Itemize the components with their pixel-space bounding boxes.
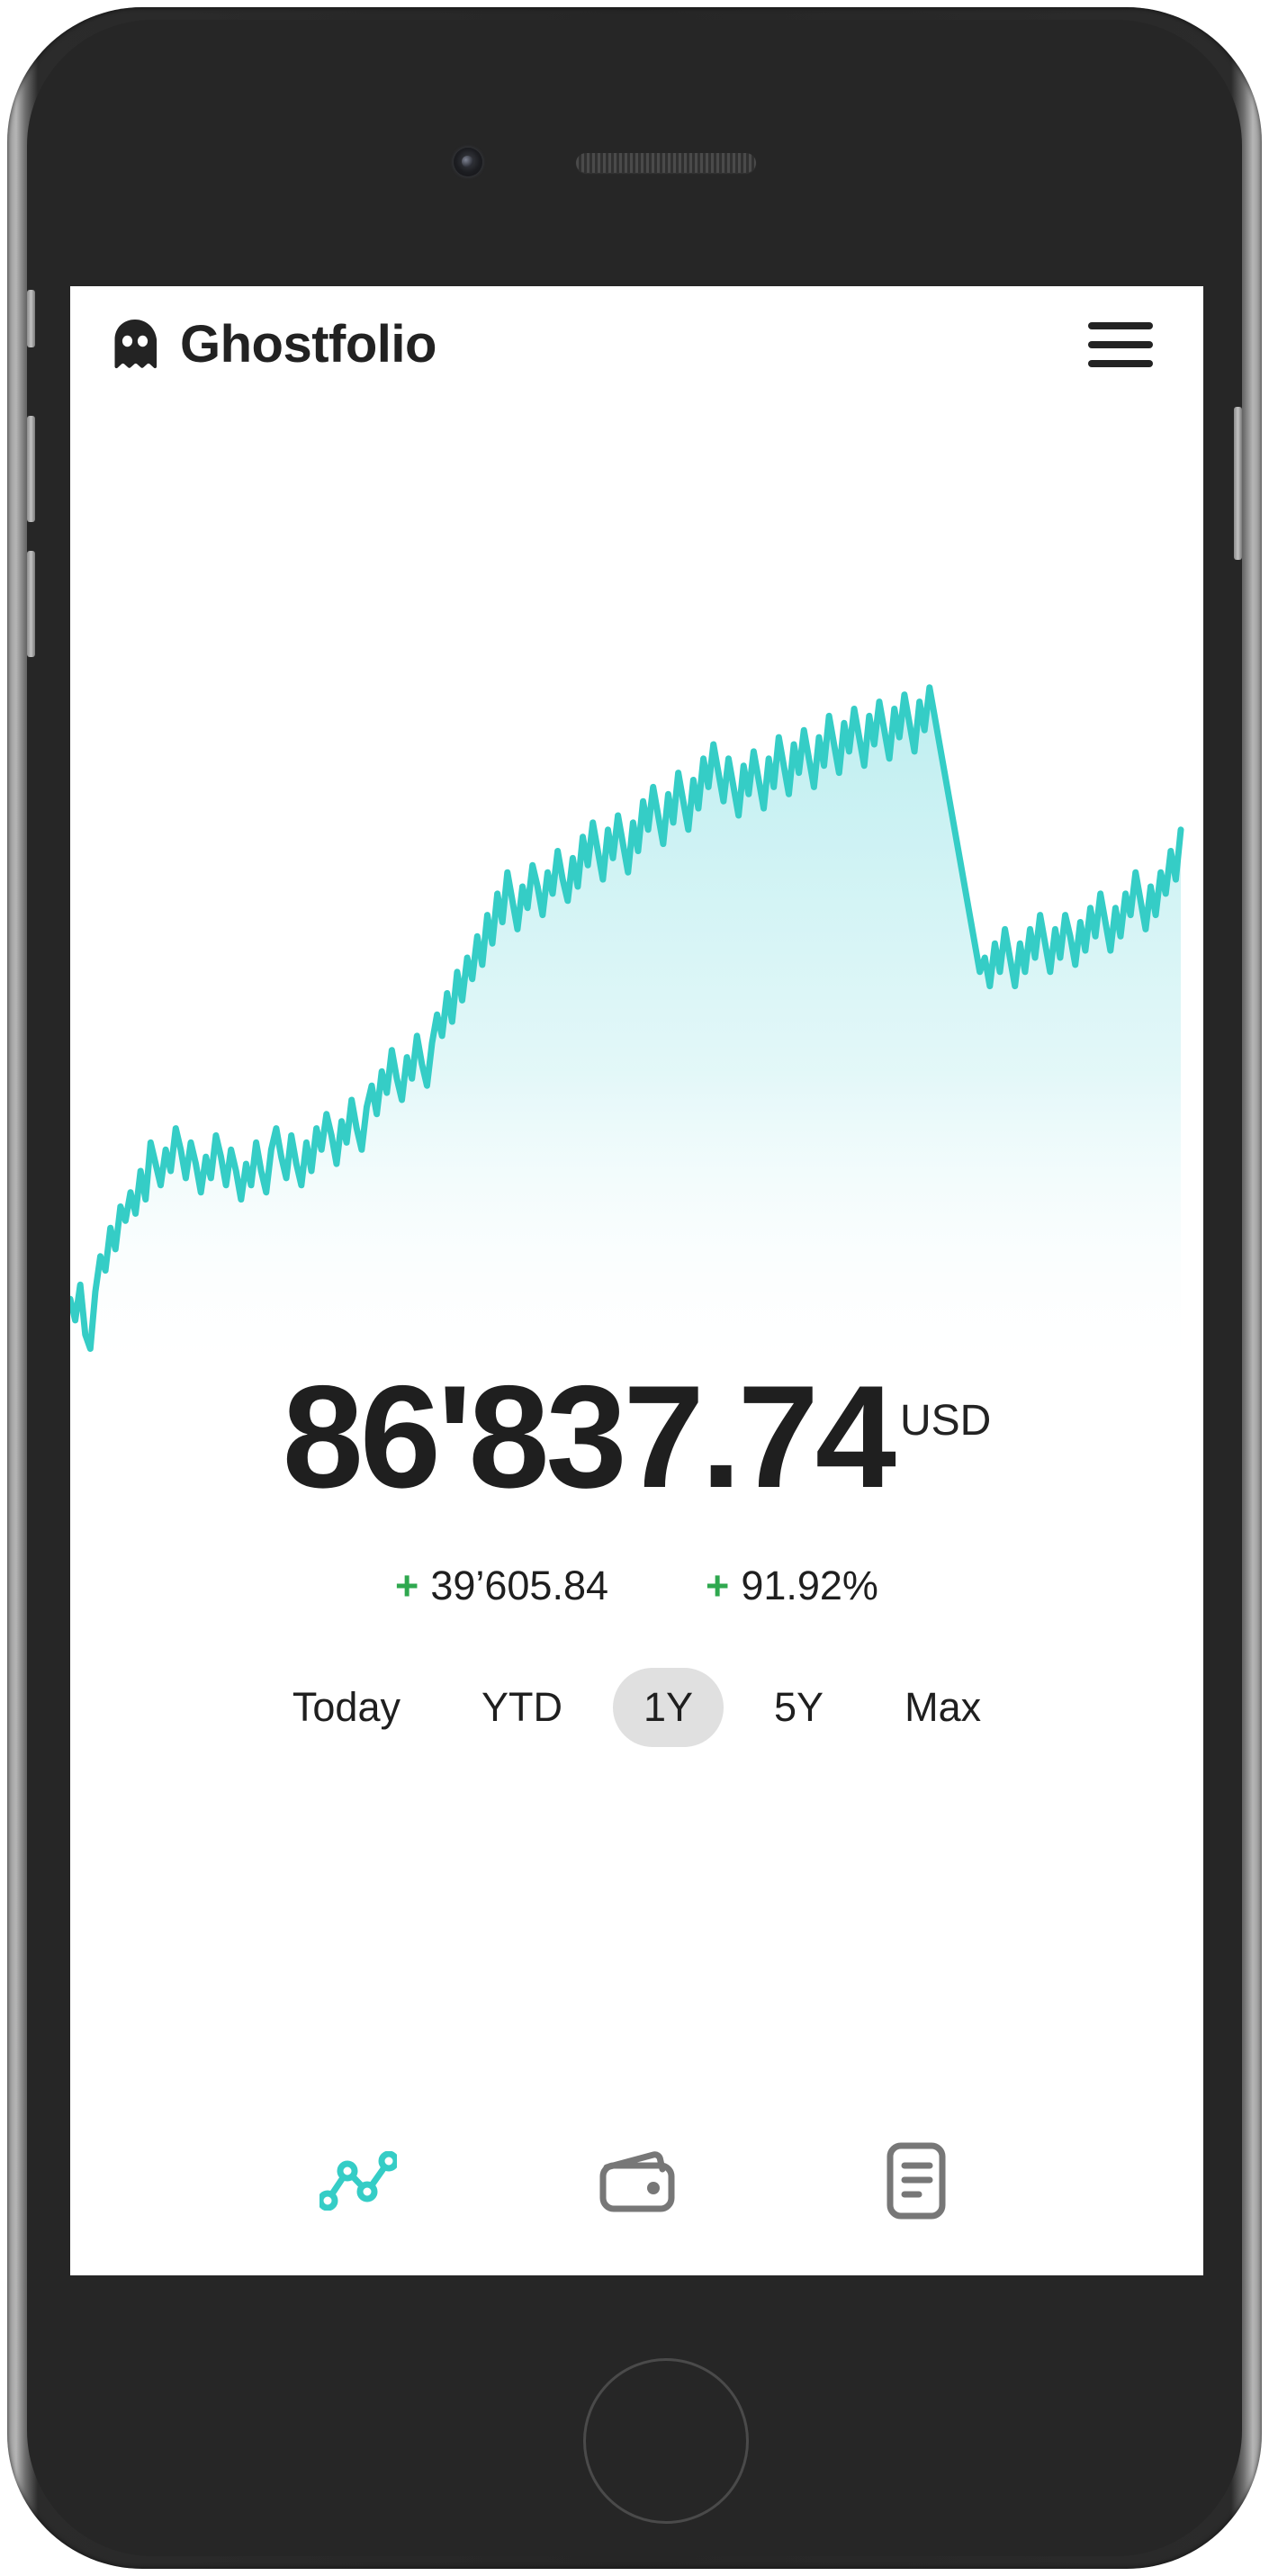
front-camera-icon [454, 148, 482, 176]
line-chart-icon [319, 2151, 397, 2211]
bottom-navigation [70, 2131, 1203, 2230]
nav-item-activities[interactable] [862, 2131, 970, 2230]
change-absolute-value: 39’605.84 [430, 1563, 609, 1608]
brand[interactable]: Ghostfolio [110, 319, 436, 371]
volume-up-button[interactable] [27, 416, 35, 522]
volume-down-button[interactable] [27, 551, 35, 657]
range-tab-1y[interactable]: 1Y [612, 1668, 724, 1747]
chart-area-fill [70, 687, 1181, 1384]
speaker-grille-icon [576, 153, 756, 173]
change-absolute: + 39’605.84 [395, 1563, 608, 1609]
change-percent: + 91.92% [706, 1563, 878, 1609]
wallet-icon [599, 2151, 674, 2212]
portfolio-currency: USD [899, 1397, 992, 1445]
range-tab-max[interactable]: Max [904, 1684, 982, 1730]
ghost-icon [114, 320, 158, 369]
hamburger-menu-icon[interactable] [1088, 318, 1156, 372]
portfolio-value-block: 86'837.74 USD [70, 1365, 1203, 1510]
silent-switch[interactable] [27, 290, 35, 347]
document-icon [886, 2142, 945, 2220]
app-screen: Ghostfolio 86'837.74 USD + [70, 286, 1203, 2275]
nav-item-holdings[interactable] [583, 2131, 691, 2230]
range-tab-5y[interactable]: 5Y [774, 1684, 824, 1730]
change-percent-value: 91.92% [741, 1563, 878, 1608]
brand-name: Ghostfolio [180, 315, 436, 374]
portfolio-chart-svg [70, 684, 1184, 1384]
range-tab-today[interactable]: Today [292, 1684, 400, 1730]
portfolio-chart[interactable] [70, 637, 1203, 1384]
home-button[interactable] [583, 2358, 749, 2524]
chart-line [70, 684, 1184, 1352]
change-absolute-sign: + [395, 1563, 419, 1608]
portfolio-value: 86'837.74 [282, 1356, 896, 1518]
performance-change-row: + 39’605.84 + 91.92% [70, 1563, 1203, 1609]
menu-bar-3 [1088, 360, 1153, 367]
menu-bar-1 [1088, 322, 1153, 329]
range-tab-ytd[interactable]: YTD [481, 1684, 562, 1730]
nav-item-analysis[interactable] [304, 2131, 412, 2230]
date-range-tabs: Today YTD 1Y 5Y Max [70, 1668, 1203, 1747]
menu-bar-2 [1088, 341, 1153, 348]
power-button[interactable] [1234, 407, 1242, 560]
camera-lens-icon [462, 156, 473, 167]
app-header: Ghostfolio [70, 286, 1203, 403]
change-percent-sign: + [706, 1563, 730, 1608]
